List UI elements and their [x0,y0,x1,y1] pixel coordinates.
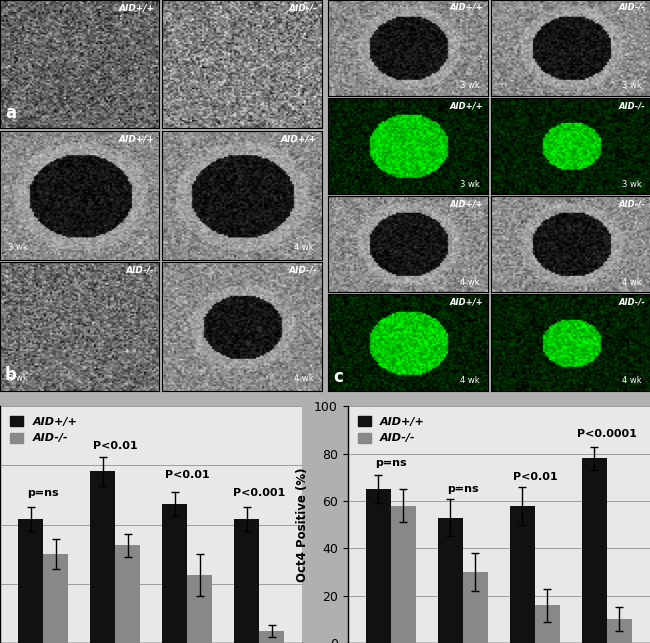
Text: AID+/+: AID+/+ [281,135,317,144]
Text: P<0.01: P<0.01 [93,440,138,451]
Legend: AID+/+, AID-/-: AID+/+, AID-/- [353,412,429,448]
Legend: AID+/+, AID-/-: AID+/+, AID-/- [6,412,81,448]
Text: 3 wk: 3 wk [460,82,480,91]
Text: AID-/-: AID-/- [618,3,645,12]
Bar [259,631,284,643]
Text: AID+/+: AID+/+ [449,297,483,306]
Text: AID-/-: AID-/- [125,266,155,275]
Text: P<0.01: P<0.01 [165,470,209,480]
Bar [437,518,463,643]
Bar [115,545,140,643]
Text: AID-/-: AID-/- [618,101,645,110]
Text: 4 wk: 4 wk [460,278,480,287]
Bar [234,519,259,643]
Text: P<0.0001: P<0.0001 [577,430,637,439]
Text: AID+/+: AID+/+ [449,199,483,208]
Text: P<0.001: P<0.001 [233,488,285,498]
Text: 4 wk: 4 wk [623,278,642,287]
Text: p=ns: p=ns [375,458,407,468]
Text: AID+/+: AID+/+ [449,3,483,12]
Bar [510,505,535,643]
Text: 3 wk: 3 wk [8,243,28,252]
Text: AID-/-: AID-/- [618,297,645,306]
Text: p=ns: p=ns [27,488,59,498]
Text: AID-/-: AID-/- [288,266,317,275]
Bar [90,471,115,643]
Text: b: b [5,366,17,384]
Bar [162,504,187,643]
Bar [463,572,488,643]
Text: 3 wk: 3 wk [622,179,642,188]
Bar [18,519,43,643]
Bar [43,554,68,643]
Bar [391,505,416,643]
Bar [582,458,607,643]
Text: 4 wk: 4 wk [623,376,642,385]
Y-axis label: Oct4 Positive (%): Oct4 Positive (%) [296,467,309,582]
Text: P<0.01: P<0.01 [512,472,557,482]
Bar [366,489,391,643]
Text: 4 wk: 4 wk [294,243,314,252]
Text: 4 wk: 4 wk [460,376,480,385]
Text: p=ns: p=ns [447,484,478,494]
Bar [187,575,213,643]
Text: 3 wk: 3 wk [460,179,480,188]
Text: 3 wk: 3 wk [8,374,28,383]
Text: AID+/+: AID+/+ [449,101,483,110]
Text: AID+/+: AID+/+ [118,4,155,13]
Text: a: a [5,104,16,122]
Text: c: c [333,368,343,386]
Text: 4 wk: 4 wk [294,374,314,383]
Text: AID-/-: AID-/- [618,199,645,208]
Text: 3 wk: 3 wk [622,82,642,91]
Bar [607,619,632,643]
Bar [535,605,560,643]
Text: AID-/-: AID-/- [288,4,317,13]
Text: AID+/+: AID+/+ [118,135,155,144]
